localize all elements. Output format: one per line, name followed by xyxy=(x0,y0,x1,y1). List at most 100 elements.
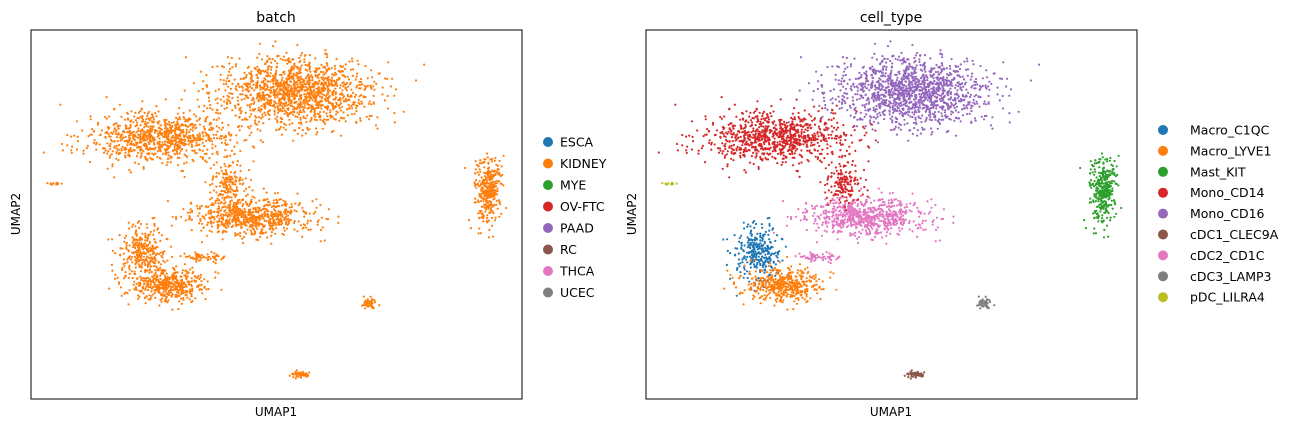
umap-point xyxy=(226,191,230,194)
umap-point xyxy=(153,216,156,220)
umap-point xyxy=(141,263,144,266)
umap-point xyxy=(121,136,125,139)
umap-point xyxy=(479,232,482,235)
umap-point xyxy=(216,102,219,105)
umap-point xyxy=(948,65,952,68)
umap-point xyxy=(114,252,117,255)
umap-point xyxy=(165,148,168,151)
umap-point xyxy=(159,132,163,136)
umap-point xyxy=(167,135,170,138)
umap-point xyxy=(283,72,286,75)
umap-point xyxy=(146,269,149,272)
umap-point xyxy=(296,43,299,47)
cluster-kidney xyxy=(172,40,426,144)
umap-point xyxy=(313,118,316,121)
umap-point xyxy=(174,285,177,288)
umap-point xyxy=(266,85,269,88)
umap-point xyxy=(350,88,353,91)
umap-point xyxy=(351,60,354,63)
umap-point xyxy=(139,115,142,118)
umap-point xyxy=(49,183,52,186)
umap-point xyxy=(239,77,242,80)
umap-point xyxy=(196,276,199,279)
umap-point xyxy=(281,232,284,235)
umap-point xyxy=(261,115,264,118)
umap-point xyxy=(209,257,212,260)
umap-point xyxy=(863,104,866,107)
umap-point xyxy=(333,71,337,74)
umap-point xyxy=(116,140,119,143)
umap-point xyxy=(173,148,176,151)
umap-point xyxy=(326,115,329,118)
umap-point xyxy=(298,113,301,116)
umap-point xyxy=(76,140,80,143)
umap-point xyxy=(173,143,176,146)
umap-point xyxy=(332,106,335,109)
umap-point xyxy=(199,217,202,221)
umap-point xyxy=(166,161,169,164)
umap-point xyxy=(478,193,481,196)
umap-point xyxy=(247,65,250,68)
umap-point xyxy=(119,136,122,139)
umap-point xyxy=(949,67,952,70)
umap-point xyxy=(146,129,149,132)
umap-point xyxy=(124,118,127,121)
umap-point xyxy=(945,76,949,79)
umap-point xyxy=(166,127,169,130)
umap-point xyxy=(223,107,226,110)
umap-point xyxy=(165,138,169,141)
umap-point xyxy=(498,180,501,183)
umap-point xyxy=(295,210,298,213)
umap-point xyxy=(358,80,361,83)
umap-point xyxy=(246,228,249,231)
umap-point xyxy=(244,111,247,114)
umap-point xyxy=(281,216,284,219)
umap-point xyxy=(186,125,190,128)
umap-point xyxy=(152,293,155,296)
umap-point xyxy=(282,199,285,202)
umap-point xyxy=(344,63,347,66)
umap-point xyxy=(260,99,263,102)
umap-point xyxy=(254,206,257,210)
umap-point xyxy=(167,284,170,287)
umap-point xyxy=(298,79,301,82)
umap-point xyxy=(297,220,300,223)
umap-point xyxy=(173,280,176,284)
umap-point xyxy=(179,255,182,258)
umap-point xyxy=(941,115,944,118)
umap-point xyxy=(111,165,114,168)
legend-label: OV-FTC xyxy=(560,199,605,214)
umap-point xyxy=(345,89,348,92)
umap-point xyxy=(133,243,136,247)
umap-point xyxy=(492,175,495,178)
umap-point xyxy=(244,194,248,198)
umap-point xyxy=(492,235,495,238)
umap-point xyxy=(166,293,170,296)
umap-point xyxy=(498,173,501,177)
umap-point xyxy=(128,289,131,292)
umap-point xyxy=(323,94,326,97)
umap-point xyxy=(163,119,167,122)
umap-point xyxy=(249,72,252,75)
umap-point xyxy=(304,132,307,135)
umap-point xyxy=(256,69,259,72)
umap-point xyxy=(489,158,492,161)
umap-point xyxy=(962,104,965,107)
umap-point xyxy=(182,115,185,119)
umap-point xyxy=(242,77,245,80)
panel-batch-ylabel: UMAP2 xyxy=(9,193,23,235)
umap-point xyxy=(124,262,127,265)
umap-point xyxy=(895,79,899,82)
umap-point xyxy=(330,102,333,105)
umap-point xyxy=(144,296,147,299)
umap-point xyxy=(164,277,168,280)
umap-point xyxy=(157,261,160,264)
umap-point xyxy=(259,72,262,75)
umap-point xyxy=(320,76,323,79)
umap-point xyxy=(132,130,135,133)
umap-point xyxy=(473,184,476,187)
umap-point xyxy=(236,160,239,163)
umap-point xyxy=(249,178,253,181)
umap-point xyxy=(370,298,373,301)
umap-point xyxy=(292,139,295,142)
